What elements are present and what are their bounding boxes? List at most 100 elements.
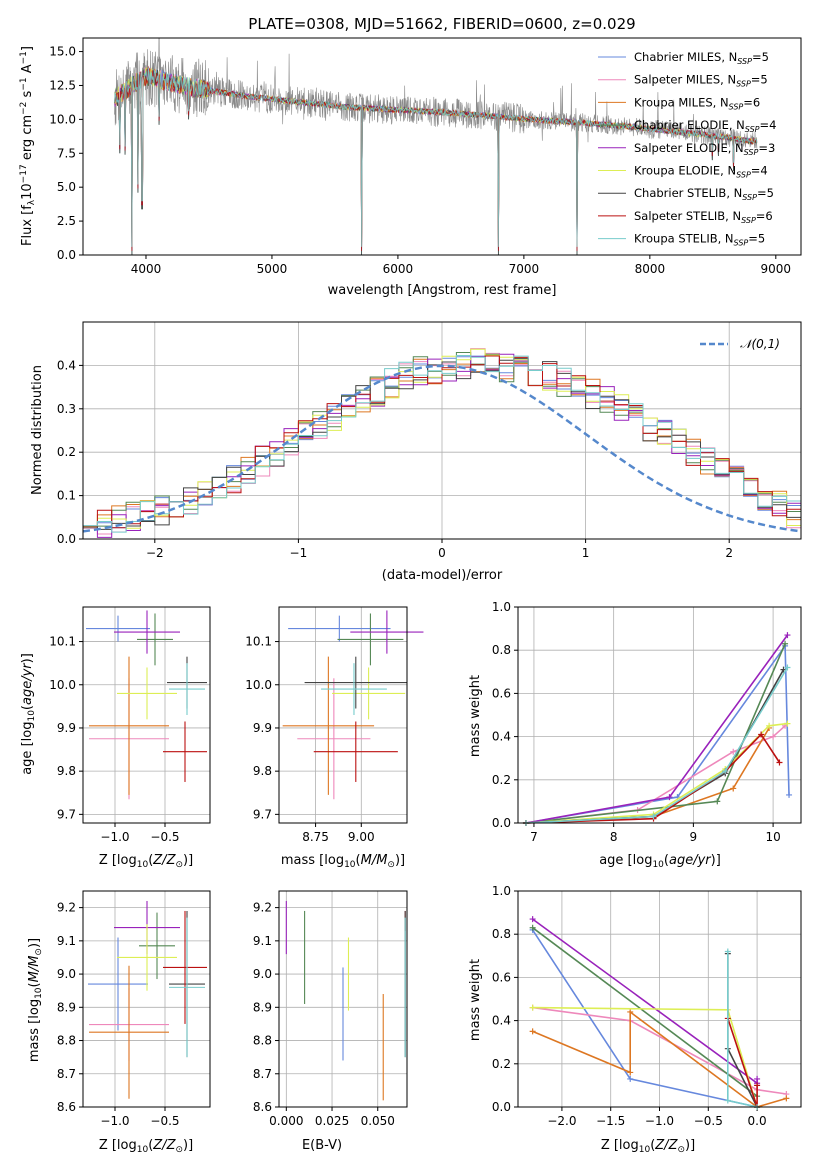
x-tick-label: 0.050 xyxy=(361,1114,395,1128)
y-tick-label: 8.8 xyxy=(253,1034,272,1048)
y-tick-label: 2.5 xyxy=(57,214,76,228)
x-tick-label: 0 xyxy=(438,546,446,560)
spectrum-data-lines xyxy=(114,38,758,255)
mass-weight-marker xyxy=(724,1097,731,1104)
x-tick-label: 0.0 xyxy=(748,1114,767,1128)
residuals-panel: −2 −1 0 1 2 0.0 0.1 0.2 0.3 0.4 𝒩(0,1) (data-mode… xyxy=(30,321,802,583)
x-tick-label: 7000 xyxy=(509,262,540,276)
mass-weight-marker xyxy=(627,1008,634,1015)
legend-label: Salpeter MILES, NSSP=5 xyxy=(634,73,768,89)
y-tick-label: 1.0 xyxy=(492,884,511,898)
mass-weight-marker xyxy=(783,1095,790,1102)
y-tick-label: 0.4 xyxy=(492,730,511,744)
y-tick-label: 0.2 xyxy=(57,445,76,459)
y-tick-label: 0.2 xyxy=(492,1057,511,1071)
y-tick-label: 9.7 xyxy=(57,807,76,821)
x-tick-label: 9000 xyxy=(761,262,792,276)
axes-frame xyxy=(517,890,802,1108)
residuals-xlabel: (data-model)/error xyxy=(382,568,503,583)
ebv-mass-xlabel: E(B-V) xyxy=(302,1138,342,1153)
y-tick-label: 8.6 xyxy=(57,1100,76,1114)
x-tick-label: −0.5 xyxy=(150,1114,179,1128)
y-tick-label: 9.7 xyxy=(253,807,272,821)
y-tick-label: 0.8 xyxy=(492,643,511,657)
x-tick-label: −1 xyxy=(290,546,308,560)
spectrum-legend: Chabrier MILES, NSSP=5 Salpeter MILES, NS… xyxy=(598,50,776,248)
mass-weight-line xyxy=(532,1006,787,1095)
y-tick-label: 9.0 xyxy=(57,967,76,981)
y-tick-label: 10.1 xyxy=(245,635,272,649)
y-tick-label: 0.8 xyxy=(492,927,511,941)
x-tick-label: 2 xyxy=(725,546,733,560)
y-tick-label: 0.4 xyxy=(492,1014,511,1028)
x-tick-label: 1 xyxy=(582,546,590,560)
spectrum-frame xyxy=(82,37,802,256)
mass-weight-marker xyxy=(714,798,721,805)
mass-weight-marker xyxy=(776,759,783,766)
y-tick-label: 0.2 xyxy=(492,773,511,787)
y-tick-label: 9.1 xyxy=(57,934,76,948)
x-tick-label: 5000 xyxy=(257,262,288,276)
residuals-frame xyxy=(82,321,802,540)
legend-label: Kroupa ELODIE, NSSP=4 xyxy=(634,164,768,180)
legend-label: Salpeter STELIB, NSSP=6 xyxy=(634,209,773,225)
mass-weight-marker xyxy=(666,794,673,801)
y-tick-label: 8.9 xyxy=(57,1000,76,1014)
mass-weight-marker xyxy=(529,924,536,931)
y-tick-label: 10.0 xyxy=(245,678,272,692)
normal-legend-label: 𝒩(0,1) xyxy=(740,337,780,351)
mass-weight-marker xyxy=(754,1075,761,1082)
mass-weight-marker xyxy=(782,640,789,647)
mass-weight-marker xyxy=(784,632,791,639)
x-tick-label: 8.75 xyxy=(302,830,329,844)
x-tick-label: −1.0 xyxy=(100,830,129,844)
z-mass-ylabel: mass [log10(M/M⊙)] xyxy=(27,938,44,1062)
x-tick-label: −1.0 xyxy=(645,1114,674,1128)
y-tick-label: 0.6 xyxy=(492,686,511,700)
mass-weight-marker xyxy=(766,722,773,729)
y-tick-label: 0.0 xyxy=(492,1100,511,1114)
mass-weight-marker xyxy=(529,1004,536,1011)
mass-weight-marker xyxy=(627,1075,634,1082)
mass-weight-marker xyxy=(784,664,791,671)
y-tick-label: 0.0 xyxy=(492,816,511,830)
mass-weight-line xyxy=(525,643,790,824)
x-tick-label: −2 xyxy=(146,546,164,560)
axes-frame xyxy=(82,606,211,824)
axes-frame xyxy=(278,606,408,824)
z-massweight-xlabel: Z [log10(Z/Z⊙)] xyxy=(601,1138,695,1155)
y-tick-label: 15.0 xyxy=(49,45,76,59)
residuals-ylabel: Normed distribution xyxy=(30,365,45,495)
spectrum-panel: PLATE=0308, MJD=51662, FIBERID=0600, z=0… xyxy=(19,15,802,298)
mass-weight-marker xyxy=(529,1028,536,1035)
x-tick-label: 8 xyxy=(610,830,618,844)
y-tick-label: 9.9 xyxy=(57,721,76,735)
z-age-ylabel: age [log10(age/yr)] xyxy=(20,653,37,775)
mass-weight-marker xyxy=(724,948,731,955)
residual-histogram xyxy=(83,355,801,533)
y-tick-label: 9.8 xyxy=(57,764,76,778)
x-tick-label: 4000 xyxy=(131,262,162,276)
mass-weight-marker xyxy=(758,731,765,738)
y-tick-label: 1.0 xyxy=(492,600,511,614)
mass-weight-line xyxy=(525,667,789,824)
x-tick-label: 8000 xyxy=(635,262,666,276)
age-massweight-ylabel: mass weight xyxy=(468,675,483,757)
legend-label: Chabrier STELIB, NSSP=5 xyxy=(634,186,774,202)
residuals-histograms xyxy=(83,348,801,538)
y-tick-label: 0.0 xyxy=(57,532,76,546)
mass-weight-marker xyxy=(730,748,737,755)
mass-weight-line xyxy=(532,918,758,1085)
residual-histogram xyxy=(83,358,801,530)
z-age-panel: −1.0 −0.5 9.7 9.8 9.9 10.0 10.1 xyxy=(49,606,211,844)
residuals-legend: 𝒩(0,1) xyxy=(700,337,780,351)
mass-weight-marker xyxy=(627,1069,634,1076)
ebv-mass-panel: 0.000 0.025 0.050 8.6 8.7 8.8 8.9 9.0 9.1 9.2 xyxy=(253,890,408,1128)
spectrum-xlabel: wavelength [Angstrom, rest frame] xyxy=(328,283,557,298)
x-tick-label: 9.00 xyxy=(348,830,375,844)
model-spectrum-line xyxy=(114,67,758,247)
mass-weight-marker xyxy=(786,791,793,798)
mass-weight-marker xyxy=(770,733,777,740)
y-tick-label: 0.3 xyxy=(57,402,76,416)
